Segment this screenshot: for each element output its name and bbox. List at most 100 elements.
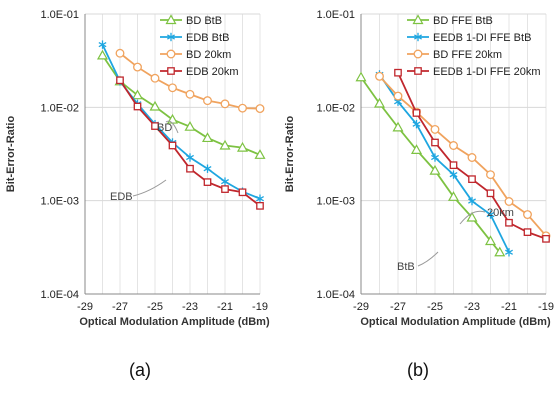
data-point-circle	[133, 62, 142, 72]
series-4	[116, 76, 264, 210]
data-point-circle	[220, 99, 230, 109]
x-axis-title: Optical Modulation Amplitude (dBm)	[79, 316, 270, 328]
data-point-square	[186, 164, 194, 173]
data-point-triangle	[236, 141, 249, 152]
data-point-triangle	[131, 89, 144, 100]
y-tick-label: 1.0E-04	[316, 289, 355, 301]
legend-entry-label: EEDB 1-DI FFE 20km	[433, 66, 541, 78]
series-3	[115, 48, 265, 114]
data-point-circle	[185, 89, 195, 99]
data-point-square	[449, 161, 458, 170]
data-point-asterisk	[449, 170, 458, 179]
data-point-circle	[150, 73, 160, 83]
annotation-label: EDB	[110, 191, 133, 203]
legend-entry-label: EEDB 1-DI FFE BtB	[433, 32, 531, 44]
data-point-triangle	[165, 14, 177, 25]
data-point-asterisk	[221, 177, 229, 186]
legend-entry-label: EDB 20km	[186, 66, 239, 78]
data-point-square	[486, 189, 495, 198]
annotation-leader	[165, 120, 179, 134]
legend: BD FFE BtB EEDB 1-DI FFE BtB BD FFE 20km EE…	[407, 14, 541, 78]
annotation-label: BD	[157, 122, 172, 134]
annotation-leader	[459, 210, 486, 225]
x-tick-label: -21	[501, 301, 517, 313]
data-point-triangle	[373, 97, 386, 108]
chart-panel-1: 1.0E-04 1.0E-03 1.0E-02 1.0E-01 -29 -27 -25 -23…	[5, 9, 270, 380]
series-2	[375, 70, 513, 257]
x-tick-label: -29	[353, 301, 369, 313]
x-tick-label: -19	[252, 301, 268, 313]
data-point-asterisk	[486, 210, 495, 219]
data-point-asterisk	[167, 32, 175, 42]
y-tick-label: 1.0E-03	[40, 196, 79, 208]
data-point-square	[151, 122, 159, 130]
legend-entry-label: BD 20km	[186, 49, 231, 61]
legend: BD BtB EDB BtB BD 20km EDB 20km	[160, 14, 239, 78]
data-point-square	[505, 218, 513, 227]
y-tick-label: 1.0E-02	[316, 102, 355, 114]
data-point-circle	[413, 49, 423, 59]
data-point-square	[256, 201, 264, 210]
data-point-square	[168, 141, 177, 150]
data-point-triangle	[466, 211, 478, 222]
data-point-triangle	[254, 149, 266, 159]
data-point-asterisk	[468, 196, 476, 206]
data-point-circle	[255, 104, 265, 114]
x-tick-label: -29	[77, 301, 93, 313]
series-2	[98, 40, 264, 203]
data-point-circle	[115, 48, 125, 58]
data-point-asterisk	[431, 153, 439, 162]
data-point-square	[542, 234, 550, 243]
y-tick-label: 1.0E-01	[40, 9, 79, 21]
x-tick-label: -27	[390, 301, 406, 313]
data-point-asterisk	[98, 40, 107, 49]
data-point-circle	[449, 141, 458, 150]
data-point-square	[133, 102, 142, 111]
data-point-circle	[523, 210, 532, 219]
data-point-square	[431, 138, 439, 147]
data-point-asterisk	[203, 164, 212, 173]
series-line	[378, 75, 547, 237]
y-axis-title: Bit-Error-Ratio	[284, 116, 296, 193]
data-point-asterisk	[414, 32, 422, 42]
data-point-triangle	[412, 14, 424, 25]
x-tick-label: -27	[112, 301, 128, 313]
annotation-leader	[132, 179, 167, 197]
data-point-square	[238, 188, 247, 197]
data-point-triangle	[184, 120, 196, 131]
x-tick-label: -23	[464, 301, 480, 313]
panel-label: (a)	[129, 360, 151, 380]
data-point-triangle	[484, 235, 497, 246]
data-point-circle	[375, 71, 384, 81]
legend-entry-label: BD FFE 20km	[433, 49, 502, 61]
data-point-square	[394, 68, 402, 77]
data-point-triangle	[149, 100, 161, 111]
x-axis-title: Optical Modulation Amplitude (dBm)	[360, 316, 551, 328]
y-tick-label: 1.0E-02	[40, 102, 79, 114]
series-1	[355, 71, 506, 257]
data-point-triangle	[494, 246, 506, 257]
data-point-asterisk	[412, 119, 421, 129]
x-tick-label: -25	[427, 301, 443, 313]
data-point-square	[221, 185, 229, 193]
data-point-circle	[430, 124, 440, 134]
series-line	[101, 54, 261, 156]
data-point-triangle	[429, 164, 441, 175]
series-3	[375, 71, 551, 241]
data-point-triangle	[392, 121, 404, 132]
data-point-circle	[168, 83, 177, 93]
x-tick-label: -25	[147, 301, 163, 313]
y-tick-label: 1.0E-01	[316, 9, 355, 21]
data-point-triangle	[355, 71, 367, 82]
data-point-square	[468, 175, 476, 184]
data-point-circle	[203, 96, 212, 106]
data-point-asterisk	[186, 153, 194, 162]
x-tick-label: -23	[182, 301, 198, 313]
annotation-leader	[417, 251, 439, 267]
data-point-triangle	[201, 132, 214, 143]
data-point-circle	[467, 153, 477, 162]
data-point-circle	[238, 103, 247, 113]
x-tick-label: -21	[217, 301, 233, 313]
data-point-square	[523, 228, 532, 236]
